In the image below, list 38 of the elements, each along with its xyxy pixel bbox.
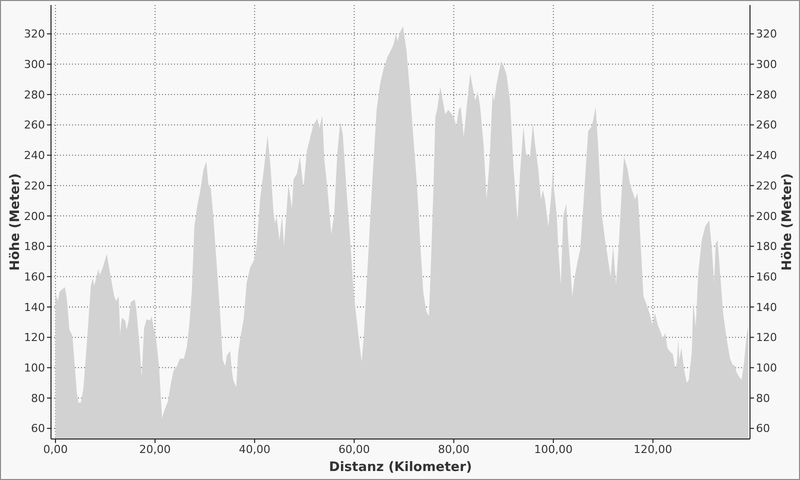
- y2-tick-label: 220: [756, 179, 777, 192]
- y2-tick-label: 60: [756, 422, 770, 436]
- y2-tick-label: 260: [756, 118, 777, 132]
- y-tick-label: 300: [24, 58, 45, 72]
- y2-axis-title: Höhe (Meter): [780, 173, 795, 271]
- y-tick-label: 240: [24, 149, 45, 162]
- y2-tick-label: 200: [756, 210, 777, 223]
- y-tick-label: 200: [24, 210, 45, 223]
- y2-tick-label: 320: [756, 28, 777, 41]
- y-tick-label: 100: [24, 362, 45, 375]
- x-tick-label: 80,00: [438, 443, 470, 456]
- y-axis-title: Höhe (Meter): [8, 173, 23, 271]
- x-tick-label: 100,00: [534, 443, 573, 456]
- y2-tick-label: 280: [756, 88, 777, 102]
- y2-tick-label: 100: [756, 362, 777, 375]
- x-tick-label: 60,00: [338, 443, 370, 456]
- y-tick-label: 120: [24, 331, 45, 344]
- y-tick-label: 280: [24, 88, 45, 102]
- y2-tick-label: 140: [756, 300, 777, 314]
- y2-tick-label: 240: [756, 149, 777, 162]
- y-tick-label: 180: [24, 240, 45, 254]
- y-tick-label: 160: [24, 270, 45, 284]
- x-tick-label: 120,00: [634, 443, 672, 456]
- x-tick-label: 20,00: [139, 443, 171, 456]
- y2-tick-label: 300: [756, 58, 777, 72]
- y2-tick-label: 180: [756, 240, 777, 254]
- y-tick-label: 80: [31, 392, 45, 405]
- y2-tick-label: 80: [756, 392, 770, 405]
- y-tick-label: 60: [31, 422, 45, 436]
- x-tick-label: 40,00: [238, 443, 270, 456]
- y-tick-label: 140: [24, 300, 45, 314]
- x-tick-label: 0,00: [43, 443, 68, 456]
- y2-tick-label: 120: [756, 331, 777, 344]
- y-tick-label: 320: [24, 28, 45, 41]
- y2-tick-label: 160: [756, 270, 777, 284]
- y-tick-label: 220: [24, 179, 45, 192]
- y-tick-label: 260: [24, 118, 45, 132]
- x-axis-title: Distanz (Kilometer): [329, 460, 472, 475]
